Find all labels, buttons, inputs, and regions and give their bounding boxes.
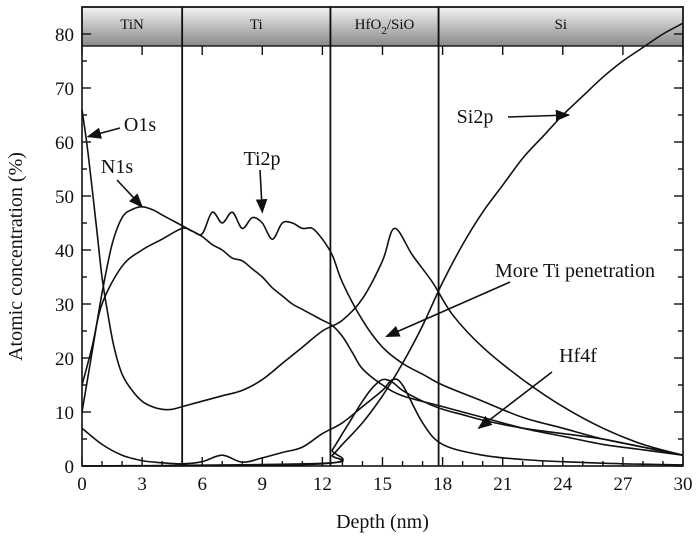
- series-line-si2p: [81, 22, 684, 467]
- annotation-hf4f: Hf4f: [559, 345, 597, 367]
- x-tick-label: 15: [373, 474, 392, 495]
- x-axis: 0 3 6 9 12 15 18 21 24 27 30: [77, 46, 693, 495]
- annotation-n1s: N1s: [101, 156, 133, 178]
- x-axis-label: Depth (nm): [336, 511, 429, 533]
- annotation-arrow-si2p: [507, 109, 571, 122]
- annotation-arrow-hf4f: [477, 371, 553, 430]
- x-tick-label: 24: [553, 474, 573, 495]
- x-tick-label: 0: [77, 474, 87, 495]
- y-tick-label: 70: [55, 79, 74, 100]
- layer-dividers: [181, 7, 440, 466]
- y-tick-label: 40: [55, 241, 74, 262]
- y-axis: 0 10 20 30 40 50 60 70 80: [55, 25, 683, 478]
- x-tick-label: 3: [137, 474, 147, 495]
- y-tick-label: 80: [55, 25, 74, 46]
- x-tick-label: 6: [197, 474, 207, 495]
- series-line-n1s: [81, 205, 684, 456]
- annotation-arrow-o1s: [86, 127, 121, 139]
- x-tick-label: 27: [613, 474, 632, 495]
- x-tick-label: 18: [433, 474, 452, 495]
- series-line-hf4f: [81, 378, 684, 467]
- annotation-si2p: Si2p: [457, 106, 494, 128]
- series-line-unlabeled-5: [81, 378, 684, 466]
- layer-label: TiN: [120, 17, 144, 33]
- annotation-ti2p: Ti2p: [243, 148, 280, 170]
- layer-band-ti: [181, 6, 332, 47]
- annotation-o1s: O1s: [124, 114, 156, 136]
- layer-label: HfO2/SiO: [355, 17, 415, 37]
- annotation-arrow-n1s: [116, 179, 144, 208]
- x-tick-label: 30: [674, 474, 693, 495]
- layer-label: Si: [555, 17, 568, 33]
- y-axis-label: Atomic concentration (%): [5, 152, 27, 361]
- x-tick-label: 9: [258, 474, 268, 495]
- annotation-more-ti-penetration: More Ti penetration: [495, 260, 655, 282]
- series-line-o1s: [81, 109, 684, 456]
- curves: [81, 22, 684, 467]
- y-tick-label: 20: [55, 349, 74, 370]
- x-tick-label: 21: [493, 474, 512, 495]
- x-tick-label: 12: [313, 474, 332, 495]
- annotations: O1s N1s Ti2p Si2p More Ti penetration Hf4f: [86, 106, 655, 430]
- y-tick-label: 60: [55, 133, 74, 154]
- annotation-arrow-ti2p: [255, 169, 268, 214]
- annotation-arrow-more-ti-penetration: [385, 281, 511, 338]
- series-line-ti2p: [81, 211, 684, 456]
- y-tick-label: 50: [55, 187, 74, 208]
- layer-band: TiN Ti HfO2/SiO Si: [81, 6, 684, 47]
- layer-label: Ti: [250, 17, 263, 33]
- y-tick-label: 10: [55, 403, 74, 424]
- y-tick-label: 0: [65, 457, 75, 478]
- y-tick-label: 30: [55, 295, 74, 316]
